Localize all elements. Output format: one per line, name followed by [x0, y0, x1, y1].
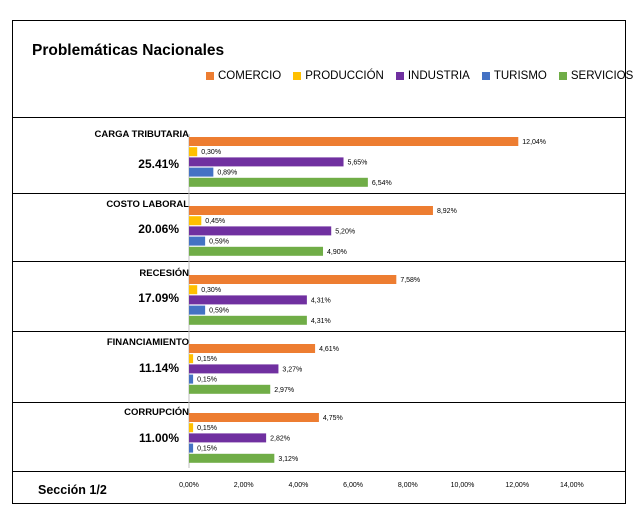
legend-label-servicios: SERVICIOS	[570, 70, 634, 82]
legend-swatch-turismo	[481, 72, 490, 80]
bar-servicios	[189, 453, 275, 463]
x-tick-label: 12,00%	[505, 482, 529, 489]
bar-producción	[189, 147, 198, 157]
data-label: 4,31%	[311, 297, 331, 304]
bar-servicios	[189, 384, 271, 394]
bar-industria	[189, 295, 307, 305]
bar-producción	[189, 354, 194, 364]
category-label: COSTO LABORAL	[106, 199, 189, 210]
bar-servicios	[189, 177, 368, 187]
legend-item-industria: INDUSTRIA	[395, 70, 470, 82]
x-tick-label: 6,00%	[343, 482, 363, 489]
bar-comercio	[189, 275, 397, 284]
data-label: 4,75%	[323, 415, 343, 422]
category-share: 17.09%	[138, 291, 179, 305]
x-tick-label: 8,00%	[398, 482, 418, 489]
category-share: 25.41%	[138, 157, 179, 171]
data-label: 0,45%	[205, 218, 225, 225]
data-label: 3,27%	[282, 366, 302, 373]
bar-turismo	[189, 167, 214, 177]
data-label: 0,15%	[197, 425, 217, 432]
x-tick-label: 0,00%	[179, 482, 199, 489]
data-label: 0,59%	[209, 308, 229, 315]
x-tick-label: 4,00%	[288, 482, 308, 489]
legend-label-produccion: PRODUCCIÓN	[305, 70, 384, 82]
data-label: 4,90%	[327, 249, 347, 256]
data-label: 2,82%	[270, 435, 290, 442]
data-label: 8,92%	[437, 208, 457, 215]
legend-swatch-industria	[395, 72, 404, 80]
data-label: 0,30%	[201, 287, 221, 294]
legend-label-turismo: TURISMO	[493, 70, 547, 82]
bar-producción	[189, 216, 202, 226]
bar-producción	[189, 423, 194, 433]
data-label: 2,97%	[274, 387, 294, 394]
bar-turismo	[189, 236, 206, 246]
category-label: CORRUPCIÓN	[124, 407, 189, 418]
legend-swatch-servicios	[558, 72, 567, 80]
chart-title: Problemáticas Nacionales	[32, 42, 225, 59]
bar-industria	[189, 433, 267, 443]
data-label: 0,89%	[217, 170, 237, 177]
data-label: 5,65%	[348, 159, 368, 166]
category-label: FINANCIAMIENTO	[106, 337, 189, 348]
data-label: 6,54%	[372, 180, 392, 187]
data-label: 4,61%	[319, 346, 339, 353]
legend-item-servicios: SERVICIOS	[558, 70, 634, 82]
data-label: 4,31%	[311, 318, 331, 325]
bar-servicios	[189, 315, 307, 325]
data-label: 0,15%	[197, 446, 217, 453]
bar-comercio	[189, 137, 519, 146]
bar-comercio	[189, 413, 319, 422]
x-tick-label: 10,00%	[451, 482, 475, 489]
bar-comercio	[189, 344, 316, 353]
category-label: CARGA TRIBUTARIA	[94, 129, 189, 140]
legend-label-comercio: COMERCIO	[218, 70, 282, 82]
legend-item-turismo: TURISMO	[481, 70, 547, 82]
data-label: 7,58%	[400, 277, 420, 284]
section-footer: Sección 1/2	[38, 483, 107, 497]
bar-industria	[189, 226, 332, 236]
category-share: 20.06%	[138, 222, 179, 236]
legend-swatch-comercio	[206, 72, 214, 80]
legend-swatch-produccion	[293, 72, 302, 80]
data-label: 0,15%	[197, 356, 217, 363]
bar-turismo	[189, 374, 194, 384]
legend-label-industria: INDUSTRIA	[407, 70, 470, 82]
x-tick-label: 14,00%	[560, 482, 584, 489]
bar-industria	[189, 364, 279, 374]
data-label: 12,04%	[522, 139, 546, 146]
data-label: 0,15%	[197, 377, 217, 384]
data-label: 3,12%	[278, 456, 298, 463]
bar-comercio	[189, 206, 433, 215]
data-label: 0,30%	[201, 149, 221, 156]
legend: COMERCIO PRODUCCIÓN INDUSTRIA TURISMO SE…	[206, 70, 633, 82]
bar-turismo	[189, 305, 206, 315]
bar-industria	[189, 157, 344, 167]
bar-turismo	[189, 443, 194, 453]
category-share: 11.14%	[138, 361, 179, 375]
legend-item-comercio: COMERCIO	[206, 70, 281, 82]
data-label: 5,20%	[335, 228, 355, 235]
bar-servicios	[189, 246, 324, 256]
data-label: 0,59%	[209, 239, 229, 246]
x-tick-label: 2,00%	[234, 482, 254, 489]
section-corrupcion	[12, 402, 626, 472]
bar-producción	[189, 285, 198, 295]
legend-item-produccion: PRODUCCIÓN	[293, 70, 384, 82]
category-share: 11.00%	[138, 431, 179, 445]
category-label: RECESIÓN	[139, 268, 189, 279]
